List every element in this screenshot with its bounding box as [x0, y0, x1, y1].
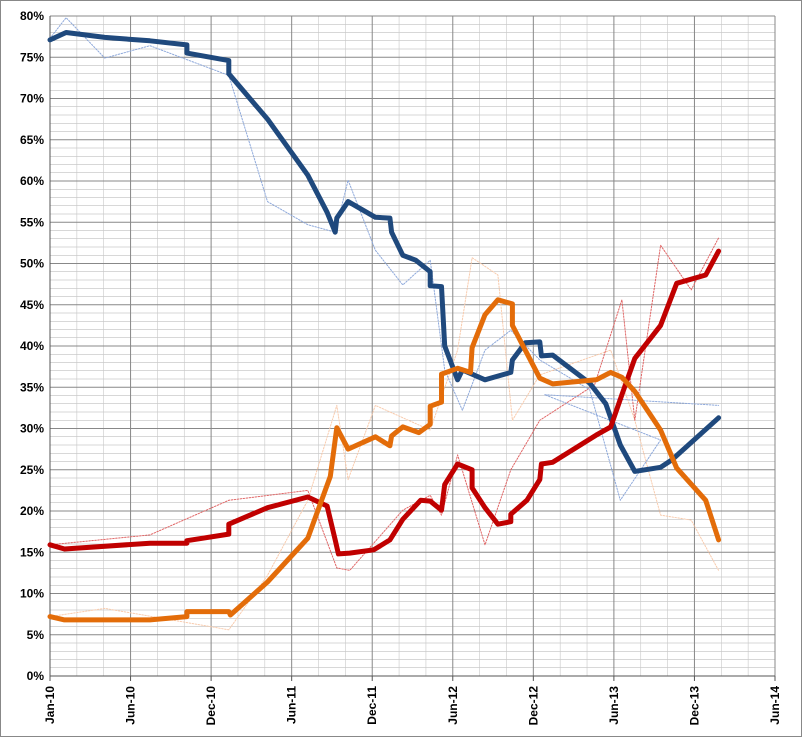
y-tick-label: 45% [20, 298, 44, 312]
y-tick-label: 50% [20, 257, 44, 271]
x-tick-label: Dec-10 [204, 686, 218, 726]
y-tick-label: 0% [27, 669, 45, 683]
y-tick-label: 20% [20, 504, 44, 518]
y-tick-label: 10% [20, 587, 44, 601]
y-tick-label: 60% [20, 174, 44, 188]
x-tick-label: Jan-10 [43, 686, 57, 724]
y-tick-label: 25% [20, 463, 44, 477]
x-tick-label: Jun-12 [446, 686, 460, 725]
series-line [49, 237, 720, 571]
x-tick-label: Dec-11 [365, 686, 379, 725]
y-tick-label: 35% [20, 380, 44, 394]
x-tick-label: Jun-13 [607, 686, 621, 725]
x-tick-label: Dec-12 [526, 686, 540, 726]
x-tick-label: Jun-10 [124, 686, 138, 725]
y-tick-label: 65% [20, 133, 44, 147]
series-line [47, 248, 722, 557]
y-tick-label: 5% [27, 628, 45, 642]
y-tick-label: 40% [20, 339, 44, 353]
series-line [49, 17, 720, 501]
y-tick-label: 15% [20, 545, 44, 559]
x-tick-label: Jun-11 [285, 686, 299, 724]
y-tick-label: 55% [20, 215, 44, 229]
y-tick-label: 30% [20, 422, 44, 436]
x-tick-label: Dec-13 [687, 686, 701, 726]
y-tick-label: 70% [20, 92, 44, 106]
x-tick-label: Jun-14 [768, 686, 782, 725]
y-tick-label: 75% [20, 50, 44, 64]
series-line [47, 30, 722, 474]
series-line [47, 297, 722, 623]
y-tick-label: 80% [20, 9, 44, 23]
